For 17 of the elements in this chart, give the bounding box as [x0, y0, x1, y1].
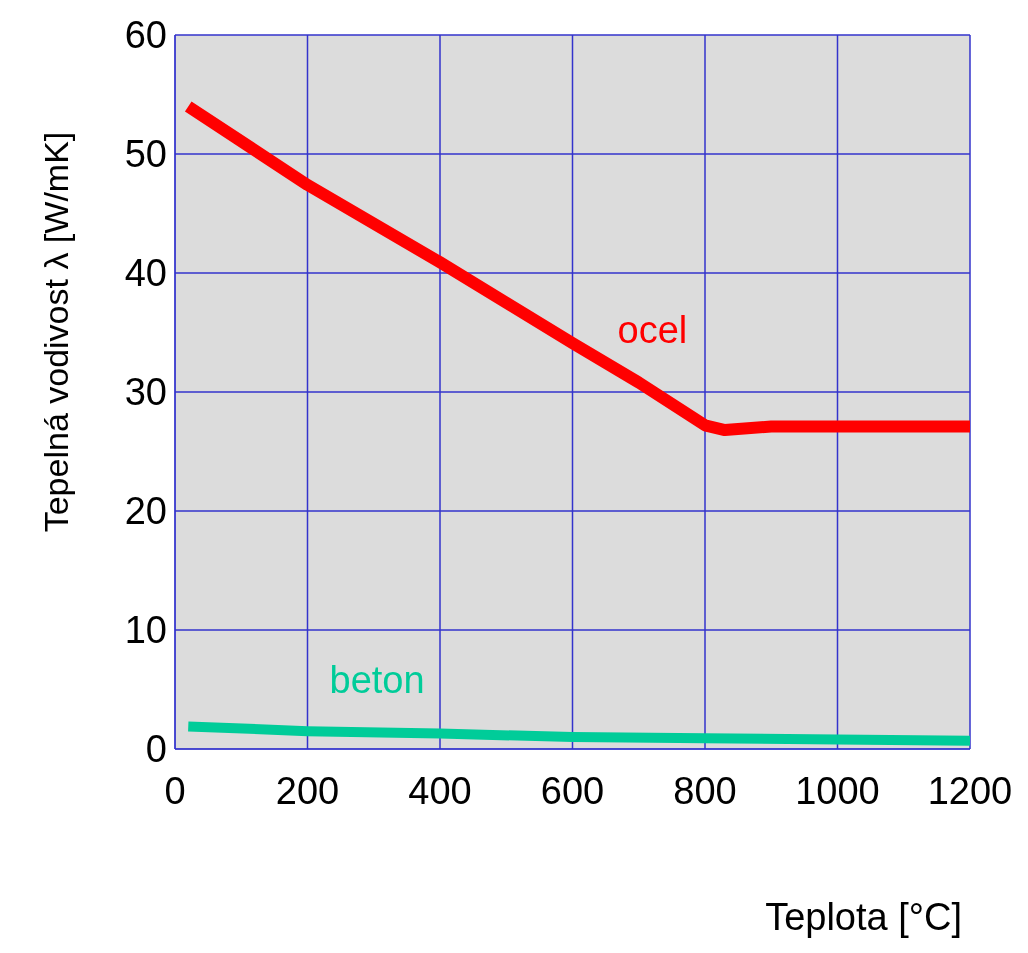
y-tick-label: 30: [124, 371, 167, 414]
y-tick-label: 0: [145, 728, 167, 771]
x-axis-title: Teplota [°C]: [765, 896, 962, 938]
x-tick-label: 1000: [795, 769, 880, 812]
y-tick-label: 50: [124, 133, 167, 176]
x-tick-label: 200: [275, 769, 340, 812]
y-tick-label: 60: [124, 14, 167, 57]
y-tick-label: 20: [124, 490, 167, 533]
x-tick-label: 800: [673, 769, 737, 812]
x-tick-label: 600: [540, 769, 605, 812]
y-tick-label: 10: [124, 609, 167, 652]
y-tick-label: 40: [124, 252, 167, 295]
series-label: ocel: [617, 309, 688, 352]
x-tick-label: 1200: [927, 769, 1013, 812]
x-tick-label: 400: [408, 769, 472, 812]
y-axis-title: Tepelná vodivost λ [W/mK]: [37, 131, 75, 533]
series-label: beton: [329, 659, 425, 702]
